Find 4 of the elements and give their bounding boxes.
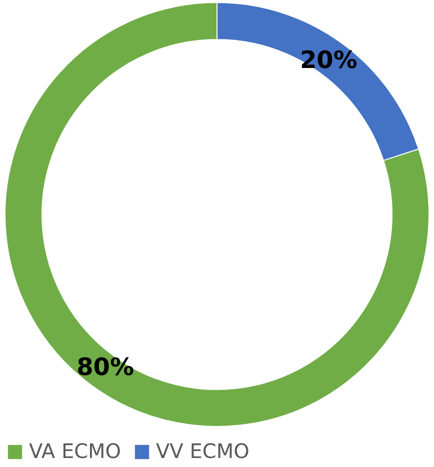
data-label: 20%: [300, 46, 358, 74]
legend-label: VA ECMO: [29, 439, 122, 463]
legend-label: VV ECMO: [156, 439, 250, 463]
data-label: 80%: [76, 353, 134, 382]
